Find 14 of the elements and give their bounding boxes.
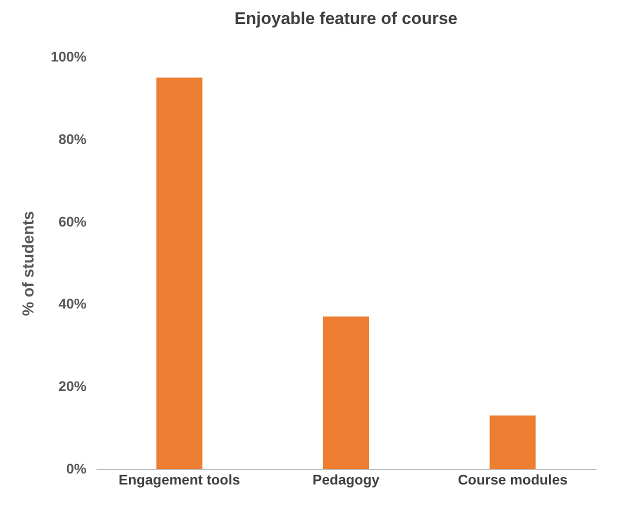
y-axis-title: % of students xyxy=(20,210,38,316)
y-tick-label: 60% xyxy=(58,213,88,230)
y-tick-label: 20% xyxy=(58,378,88,394)
y-tick-label: 100% xyxy=(50,48,88,64)
bar xyxy=(156,78,202,469)
x-tick-label: Course modules xyxy=(458,472,568,488)
y-tick-label: 0% xyxy=(66,460,88,476)
y-tick-label: 40% xyxy=(58,296,88,312)
bar xyxy=(323,316,369,469)
x-tick-label: Engagement tools xyxy=(118,472,240,488)
y-tick-label: 80% xyxy=(58,130,88,147)
x-tick-label: Pedagogy xyxy=(312,472,380,488)
bar xyxy=(490,415,536,469)
chart-title: Enjoyable feature of course xyxy=(234,9,458,28)
